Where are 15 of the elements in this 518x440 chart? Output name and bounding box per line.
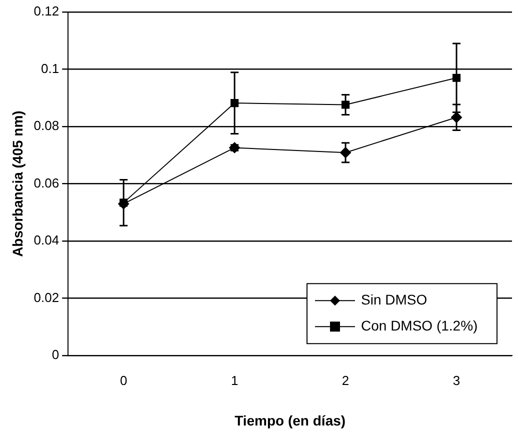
y-tick-label: 0.1 [41, 60, 60, 76]
y-axis-title: Absorbancia (405 nm) [9, 110, 26, 257]
y-tick-label: 0.04 [34, 232, 60, 248]
x-tick-label: 3 [452, 372, 460, 388]
y-tick-label: 0.12 [34, 4, 60, 19]
y-tick-label: 0.08 [34, 118, 60, 134]
legend-label: Con DMSO (1.2%) [361, 317, 478, 334]
x-axis-title: Tiempo (en días) [234, 412, 346, 428]
y-tick-label: 0 [52, 347, 60, 362]
x-tick-label: 1 [230, 372, 238, 388]
y-tick-label: 0.02 [34, 290, 60, 305]
x-tick-label: 2 [342, 372, 350, 388]
legend-label: Sin DMSO [361, 291, 428, 308]
x-tick-label: 0 [120, 372, 128, 388]
y-tick-label: 0.06 [34, 175, 60, 190]
